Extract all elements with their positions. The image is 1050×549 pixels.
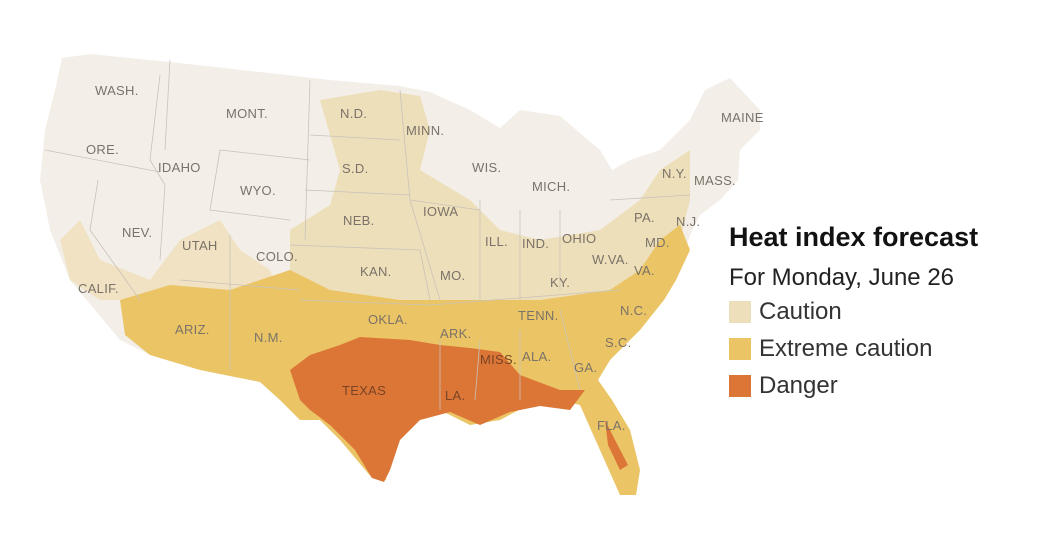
label-nev: NEV.: [122, 225, 152, 240]
label-kan: KAN.: [360, 264, 392, 279]
extreme-caution-swatch: [729, 337, 751, 360]
label-ore: ORE.: [86, 142, 119, 157]
label-okla: OKLA.: [368, 312, 408, 327]
state-labels: WASH. ORE. CALIF. IDAHO NEV. MONT. WYO. …: [78, 83, 764, 433]
label-wis: WIS.: [472, 160, 501, 175]
label-mass: MASS.: [694, 173, 736, 188]
label-calif: CALIF.: [78, 281, 119, 296]
legend-subtitle: For Monday, June 26: [729, 264, 955, 291]
state-borders: [44, 59, 691, 410]
label-ariz: ARIZ.: [175, 322, 210, 337]
legend-label: Extreme caution: [759, 335, 933, 362]
label-texas: TEXAS: [342, 383, 386, 398]
legend: Heat index forecast For Monday, June 26 …: [729, 222, 1029, 404]
label-wva: W.VA.: [592, 252, 629, 267]
label-ny: N.Y.: [662, 166, 687, 181]
label-ohio: OHIO: [562, 231, 596, 246]
label-ind: IND.: [522, 236, 549, 251]
legend-label: Danger: [759, 372, 838, 399]
label-fla: FLA.: [597, 418, 626, 433]
label-neb: NEB.: [343, 213, 375, 228]
label-nm: N.M.: [254, 330, 283, 345]
label-ill: ILL.: [485, 234, 508, 249]
caution-zone: [290, 90, 690, 310]
label-ky: KY.: [550, 275, 570, 290]
label-colo: COLO.: [256, 249, 298, 264]
label-minn: MINN.: [406, 123, 444, 138]
label-utah: UTAH: [182, 238, 218, 253]
label-va: VA.: [634, 263, 655, 278]
label-iowa: IOWA: [423, 204, 458, 219]
caution-swatch: [729, 300, 751, 323]
label-miss: MISS.: [480, 352, 517, 367]
danger-zone: [290, 337, 585, 482]
label-sd: S.D.: [342, 161, 368, 176]
label-nd: N.D.: [340, 106, 367, 121]
legend-item-caution: Caution: [729, 293, 1029, 330]
legend-label: Caution: [759, 298, 842, 325]
label-mont: MONT.: [226, 106, 268, 121]
label-la: LA.: [445, 388, 465, 403]
legend-item-extreme-caution: Extreme caution: [729, 330, 1029, 367]
label-tenn: TENN.: [518, 308, 559, 323]
label-pa: PA.: [634, 210, 655, 225]
label-nj: N.J.: [676, 214, 700, 229]
label-maine: MAINE: [721, 110, 764, 125]
label-mich: MICH.: [532, 179, 570, 194]
legend-item-danger: Danger: [729, 367, 1029, 404]
label-md: MD.: [645, 235, 670, 250]
label-ark: ARK.: [440, 326, 472, 341]
caution-zone-west: [60, 220, 280, 300]
danger-zone-florida: [605, 420, 628, 470]
label-mo: MO.: [440, 268, 465, 283]
label-ga: GA.: [574, 360, 597, 375]
label-ala: ALA.: [522, 349, 551, 364]
legend-title: Heat index forecast: [729, 222, 979, 252]
danger-swatch: [729, 374, 751, 397]
label-wash: WASH.: [95, 83, 139, 98]
label-idaho: IDAHO: [158, 160, 201, 175]
label-sc: S.C.: [605, 335, 631, 350]
label-wyo: WYO.: [240, 183, 276, 198]
label-nc: N.C.: [620, 303, 647, 318]
